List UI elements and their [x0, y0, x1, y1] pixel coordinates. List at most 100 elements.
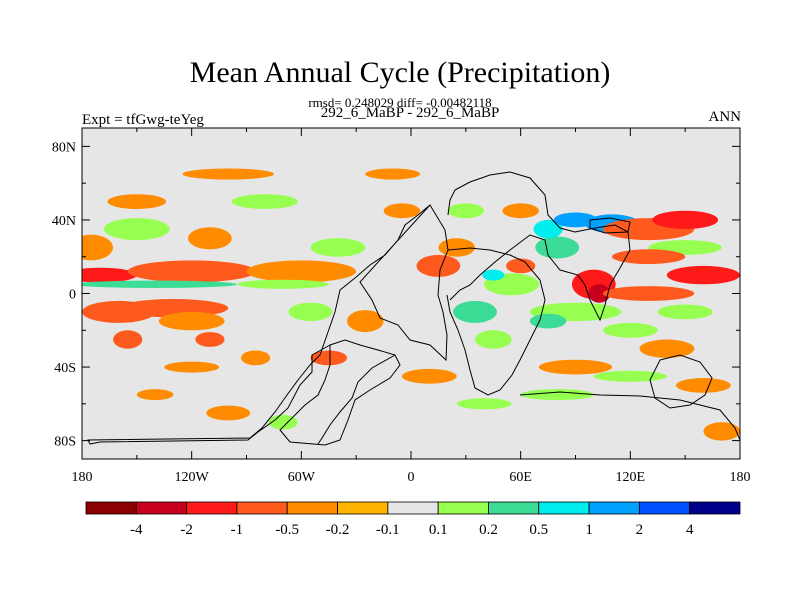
precip-blob: [182, 168, 274, 180]
precip-blob: [456, 398, 512, 410]
precip-blob: [347, 310, 384, 333]
x-tick-label: 120W: [175, 470, 210, 485]
colorbar: -4 -2 -1 -0.5 -0.2 -0.1 0.1 0.2 0.5 1 2 4: [85, 501, 741, 538]
precip-blob: [676, 378, 731, 393]
coastline-americas: [87, 204, 449, 445]
colorbar-swatch: [588, 501, 640, 515]
y-tick-label: 80S: [54, 435, 76, 450]
precip-blob: [113, 330, 143, 349]
right-header: ANN: [708, 109, 742, 125]
colorbar-label: -0.1: [376, 522, 400, 538]
precip-blob: [103, 218, 170, 241]
coastline-asia-inset: [589, 217, 631, 234]
precip-blob: [447, 203, 485, 219]
precip-blob: [533, 219, 563, 239]
precip-blob: [188, 227, 232, 250]
precip-blob: [288, 302, 333, 322]
precip-blob: [506, 258, 536, 274]
precip-blob: [666, 265, 740, 285]
colorbar-swatch: [337, 501, 389, 515]
x-tick-label: 0: [408, 470, 415, 485]
coastline-antarctica: [519, 391, 740, 441]
center-header: 292_6_MaBP - 292_6_MaBP: [320, 105, 500, 121]
colorbar-label: 1: [585, 522, 593, 538]
precip-blob: [310, 350, 348, 366]
precip-blob: [206, 405, 251, 421]
colorbar-swatch: [186, 501, 238, 515]
precip-blob: [529, 313, 567, 329]
precip-blob: [416, 254, 461, 277]
precip-blob: [158, 311, 225, 331]
colorbar-label: 2: [636, 522, 644, 538]
colorbar-label: 0.2: [479, 522, 498, 538]
precip-blob: [535, 236, 580, 259]
precip-blob: [612, 249, 686, 265]
precip-blob: [538, 359, 613, 375]
precip-blob: [195, 332, 225, 347]
x-tick-label: 120E: [616, 470, 646, 485]
precip-blob: [136, 389, 174, 401]
precip-blob: [383, 203, 421, 219]
precip-blob: [310, 238, 366, 257]
colorbar-swatch: [387, 501, 439, 515]
colorbar-swatch: [689, 501, 741, 515]
colorbar-swatch: [437, 501, 489, 515]
precip-blob: [365, 168, 421, 180]
precip-blob: [107, 194, 166, 210]
colorbar-label: 0.1: [429, 522, 448, 538]
colorbar-label: -2: [180, 522, 193, 538]
precip-blob: [639, 339, 695, 358]
coastline-antarctica-arc: [317, 354, 396, 445]
colorbar-swatch: [135, 501, 188, 515]
left-header: Expt = tfGwg-teYeg: [82, 112, 204, 128]
y-tick-label: 80N: [52, 140, 76, 155]
precip-blob: [482, 269, 505, 281]
colorbar-label: 4: [686, 522, 694, 538]
x-tick-label: 180: [730, 470, 751, 485]
chart-title: Mean Annual Cycle (Precipitation): [189, 56, 611, 89]
y-tick-label: 40S: [54, 361, 76, 376]
x-tick-label: 60E: [509, 470, 532, 485]
precip-blob: [246, 260, 357, 283]
precip-blob: [652, 210, 719, 230]
precip-blob: [703, 422, 740, 441]
colorbar-swatch: [236, 501, 288, 515]
y-axis: 80N 40N 0 40S 80S: [52, 140, 740, 450]
precip-blob: [231, 194, 298, 210]
precip-blob: [241, 350, 271, 366]
precip-blob: [82, 234, 113, 261]
coastline-south-america: [279, 339, 401, 446]
x-tick-label: 180: [72, 470, 93, 485]
colorbar-label: -4: [130, 522, 143, 538]
colorbar-label: 0.5: [529, 522, 548, 538]
y-tick-label: 0: [69, 288, 76, 303]
precip-blob: [82, 280, 238, 288]
precip-blob: [520, 389, 594, 401]
coastlines: [87, 171, 740, 446]
precip-blob: [82, 267, 137, 283]
precip-blob: [453, 300, 497, 323]
precip-blob: [268, 414, 298, 430]
precip-blob: [593, 370, 667, 382]
precip-blob: [164, 361, 220, 373]
precip-blob: [237, 279, 329, 289]
colorbar-swatch: [85, 501, 137, 515]
colorbar-swatch: [638, 501, 691, 515]
precip-blob: [127, 260, 256, 283]
colorbar-label: -0.2: [326, 522, 350, 538]
precip-field: [82, 168, 740, 441]
y-tick-label: 40N: [52, 214, 76, 229]
precip-blob: [438, 238, 476, 257]
precip-blob: [657, 304, 713, 320]
precip-blob: [588, 284, 611, 303]
colorbar-swatch: [286, 501, 338, 515]
x-tick-label: 60W: [288, 470, 316, 485]
colorbar-swatch: [488, 501, 540, 515]
precip-blob: [401, 368, 457, 384]
precip-blob: [602, 286, 695, 301]
stats-line: rmsd= 0.248029 diff= -0.00482118: [308, 95, 492, 110]
colorbar-label: -0.5: [275, 522, 299, 538]
coastline-eurasia: [447, 171, 631, 322]
precip-blob: [502, 203, 539, 219]
